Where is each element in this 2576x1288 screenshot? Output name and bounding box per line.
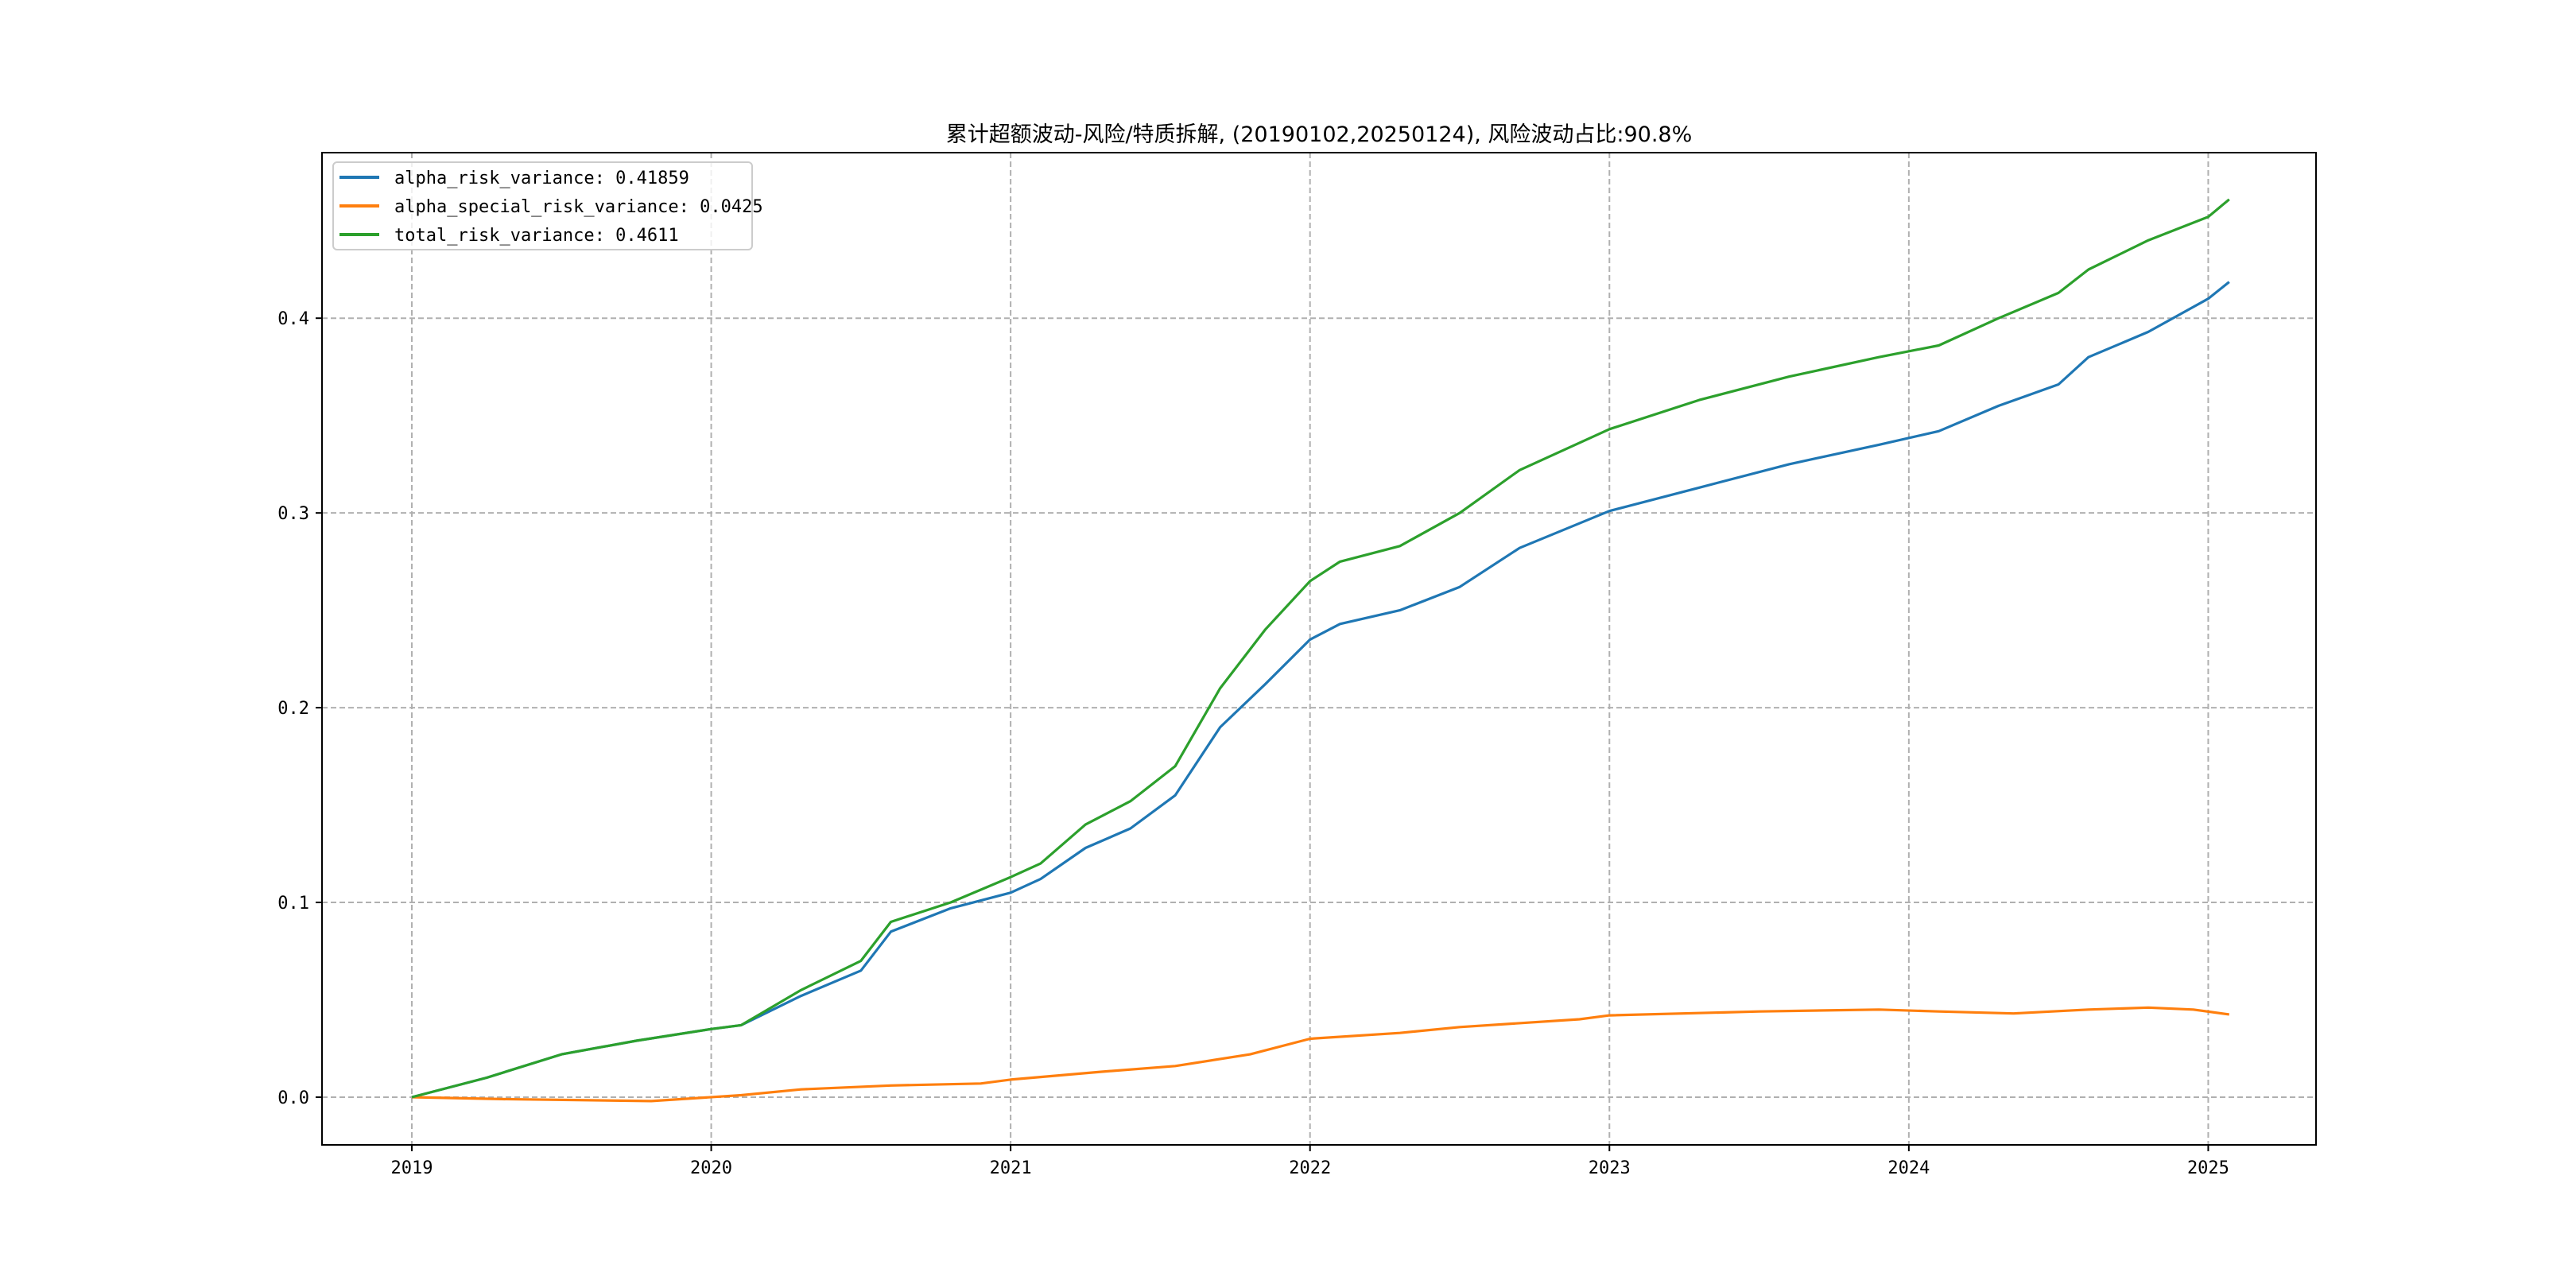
x-tick-label: 2022 <box>1289 1158 1331 1178</box>
series-lines <box>411 198 2230 1103</box>
plot-frame <box>321 152 2317 1146</box>
y-tick-label: 0.2 <box>277 699 309 719</box>
series-line-1 <box>411 1006 2230 1103</box>
chart-title: 累计超额波动-风险/特质拆解, (20190102,20250124), 风险波… <box>946 122 1693 147</box>
grid <box>322 153 2316 1145</box>
x-tick-label: 2020 <box>690 1158 732 1178</box>
y-tick-label: 0.3 <box>277 504 309 524</box>
x-tick-label: 2024 <box>1887 1158 1930 1178</box>
x-tick-label: 2023 <box>1589 1158 1631 1178</box>
series-line-0 <box>411 281 2230 1099</box>
x-tick-label: 2019 <box>390 1158 433 1178</box>
legend-label: alpha_special_risk_variance: 0.0425 <box>394 197 763 217</box>
x-tick-label: 2025 <box>2187 1158 2229 1178</box>
series-line-2 <box>411 198 2230 1099</box>
legend: alpha_risk_variance: 0.41859 alpha_specia… <box>332 161 763 250</box>
legend-label: alpha_risk_variance: 0.41859 <box>394 169 689 188</box>
y-axis: 0.0 0.1 0.2 0.3 0.4 <box>277 309 322 1108</box>
legend-box <box>332 161 753 250</box>
y-tick-label: 0.4 <box>277 309 309 329</box>
legend-label: total_risk_variance: 0.4611 <box>394 226 679 246</box>
x-axis: 2019 2020 2021 2022 2023 2024 2025 <box>390 1145 2229 1178</box>
y-tick-label: 0.0 <box>277 1088 309 1108</box>
y-tick-label: 0.1 <box>277 894 309 914</box>
x-tick-label: 2021 <box>990 1158 1032 1178</box>
